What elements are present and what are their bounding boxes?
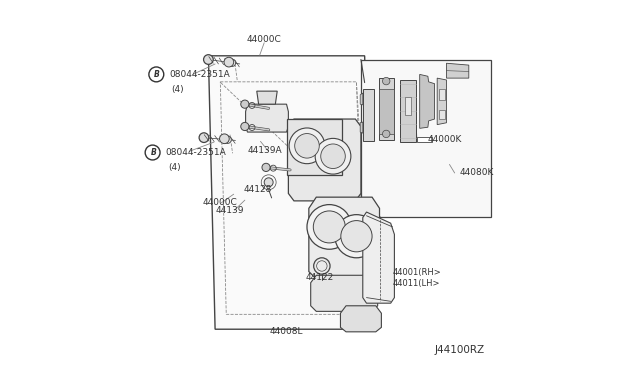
Polygon shape: [399, 80, 416, 142]
Circle shape: [335, 215, 378, 258]
Circle shape: [307, 205, 351, 249]
Circle shape: [199, 133, 209, 142]
Text: 44001(RH>: 44001(RH>: [392, 268, 442, 277]
Polygon shape: [363, 212, 394, 303]
Text: 44122: 44122: [305, 273, 333, 282]
Circle shape: [149, 67, 164, 82]
Text: 44139A: 44139A: [248, 146, 282, 155]
Text: (4): (4): [168, 163, 181, 172]
Text: 44080K: 44080K: [460, 169, 494, 177]
Circle shape: [289, 128, 325, 164]
Circle shape: [228, 59, 236, 67]
Circle shape: [321, 144, 346, 169]
Polygon shape: [360, 93, 363, 105]
Circle shape: [383, 77, 390, 85]
Bar: [439, 110, 445, 119]
Polygon shape: [310, 275, 378, 311]
Polygon shape: [437, 78, 447, 125]
Text: 44128: 44128: [244, 185, 272, 194]
Text: 44139: 44139: [215, 206, 244, 215]
Polygon shape: [257, 91, 277, 104]
Text: 44008L: 44008L: [270, 327, 303, 336]
Circle shape: [264, 178, 273, 187]
Circle shape: [145, 145, 160, 160]
Circle shape: [241, 122, 249, 131]
Text: J44100RZ: J44100RZ: [435, 346, 484, 355]
Circle shape: [314, 211, 346, 243]
Polygon shape: [379, 89, 394, 134]
Text: 08044-2351A: 08044-2351A: [166, 148, 227, 157]
Polygon shape: [340, 306, 381, 332]
Polygon shape: [447, 63, 468, 78]
Polygon shape: [361, 60, 491, 217]
Text: B: B: [150, 148, 156, 157]
Polygon shape: [209, 56, 372, 329]
Text: 44000C: 44000C: [203, 198, 237, 207]
Polygon shape: [360, 122, 363, 133]
Text: 44000K: 44000K: [428, 135, 462, 144]
Text: (4): (4): [172, 85, 184, 94]
Bar: [417, 137, 433, 142]
Circle shape: [315, 138, 351, 174]
Polygon shape: [246, 104, 289, 132]
Circle shape: [262, 163, 270, 171]
Text: 08044-2351A: 08044-2351A: [170, 70, 230, 79]
Polygon shape: [309, 197, 380, 279]
Polygon shape: [363, 89, 374, 141]
Text: 44000C: 44000C: [247, 35, 282, 44]
Circle shape: [294, 134, 319, 158]
Text: B: B: [154, 70, 160, 79]
Circle shape: [241, 100, 249, 108]
Bar: [405, 97, 411, 115]
Circle shape: [383, 130, 390, 138]
Polygon shape: [289, 119, 361, 201]
Bar: [439, 89, 445, 100]
Polygon shape: [287, 119, 342, 175]
Circle shape: [341, 221, 372, 252]
Circle shape: [220, 134, 229, 144]
Circle shape: [224, 57, 234, 67]
Circle shape: [224, 136, 231, 144]
Circle shape: [204, 55, 213, 64]
Text: 44011(LH>: 44011(LH>: [392, 279, 440, 288]
Polygon shape: [420, 74, 435, 128]
Polygon shape: [379, 78, 394, 140]
